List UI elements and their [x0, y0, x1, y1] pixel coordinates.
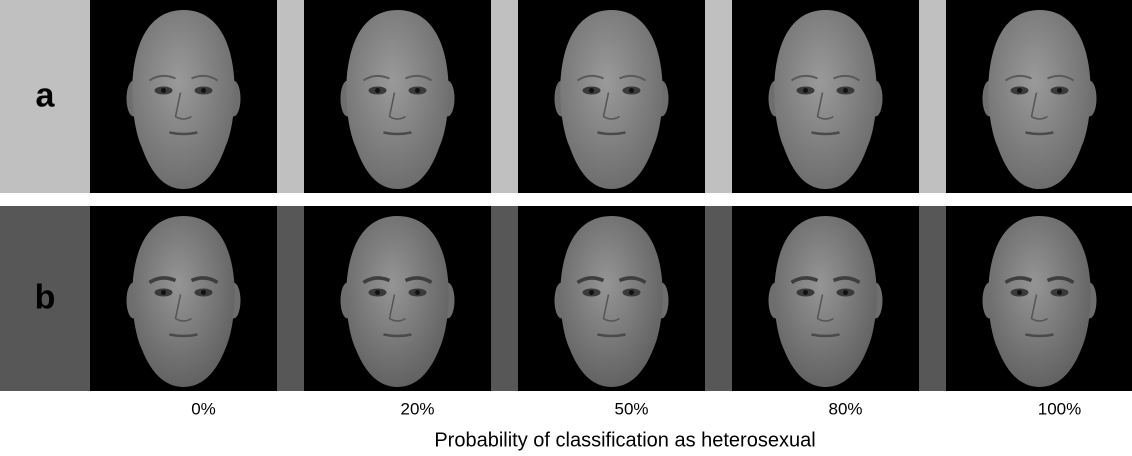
pupil [629, 290, 634, 295]
head [132, 216, 234, 387]
axis-title: Probability of classification as heteros… [434, 429, 815, 451]
pupil [161, 290, 166, 295]
pupil [803, 290, 808, 295]
face-panel [518, 206, 705, 391]
face-panel [946, 206, 1132, 391]
pupil [1057, 290, 1062, 295]
pupil [161, 88, 166, 93]
pupil [415, 290, 420, 295]
row-label: a [36, 76, 56, 114]
head [774, 216, 876, 387]
face-panel [90, 206, 277, 391]
face-panel [518, 0, 705, 193]
pupil [629, 88, 634, 93]
face-panel [304, 206, 491, 391]
head [560, 216, 662, 387]
head [346, 216, 448, 387]
pupil [1057, 88, 1062, 93]
pupil [415, 88, 420, 93]
pupil [1017, 88, 1022, 93]
column-label: 100% [1038, 399, 1081, 418]
pupil [589, 88, 594, 93]
column-label: 80% [828, 399, 862, 418]
column-label: 50% [614, 399, 648, 418]
face-panel [946, 0, 1132, 193]
pupil [375, 290, 380, 295]
row-label: b [35, 278, 56, 316]
pupil [1017, 290, 1022, 295]
column-label: 20% [400, 399, 434, 418]
pupil [843, 88, 848, 93]
face-panel [732, 0, 919, 193]
head [988, 216, 1090, 387]
column-label: 0% [191, 399, 216, 418]
face-panel [732, 206, 919, 391]
face-panel [304, 0, 491, 193]
pupil [589, 290, 594, 295]
pupil [201, 290, 206, 295]
face-panel [90, 0, 277, 193]
pupil [803, 88, 808, 93]
pupil [843, 290, 848, 295]
figure: a b 0% 20% 50% 80% 100% Probability of classifi… [0, 0, 1132, 456]
pupil [375, 88, 380, 93]
pupil [201, 88, 206, 93]
